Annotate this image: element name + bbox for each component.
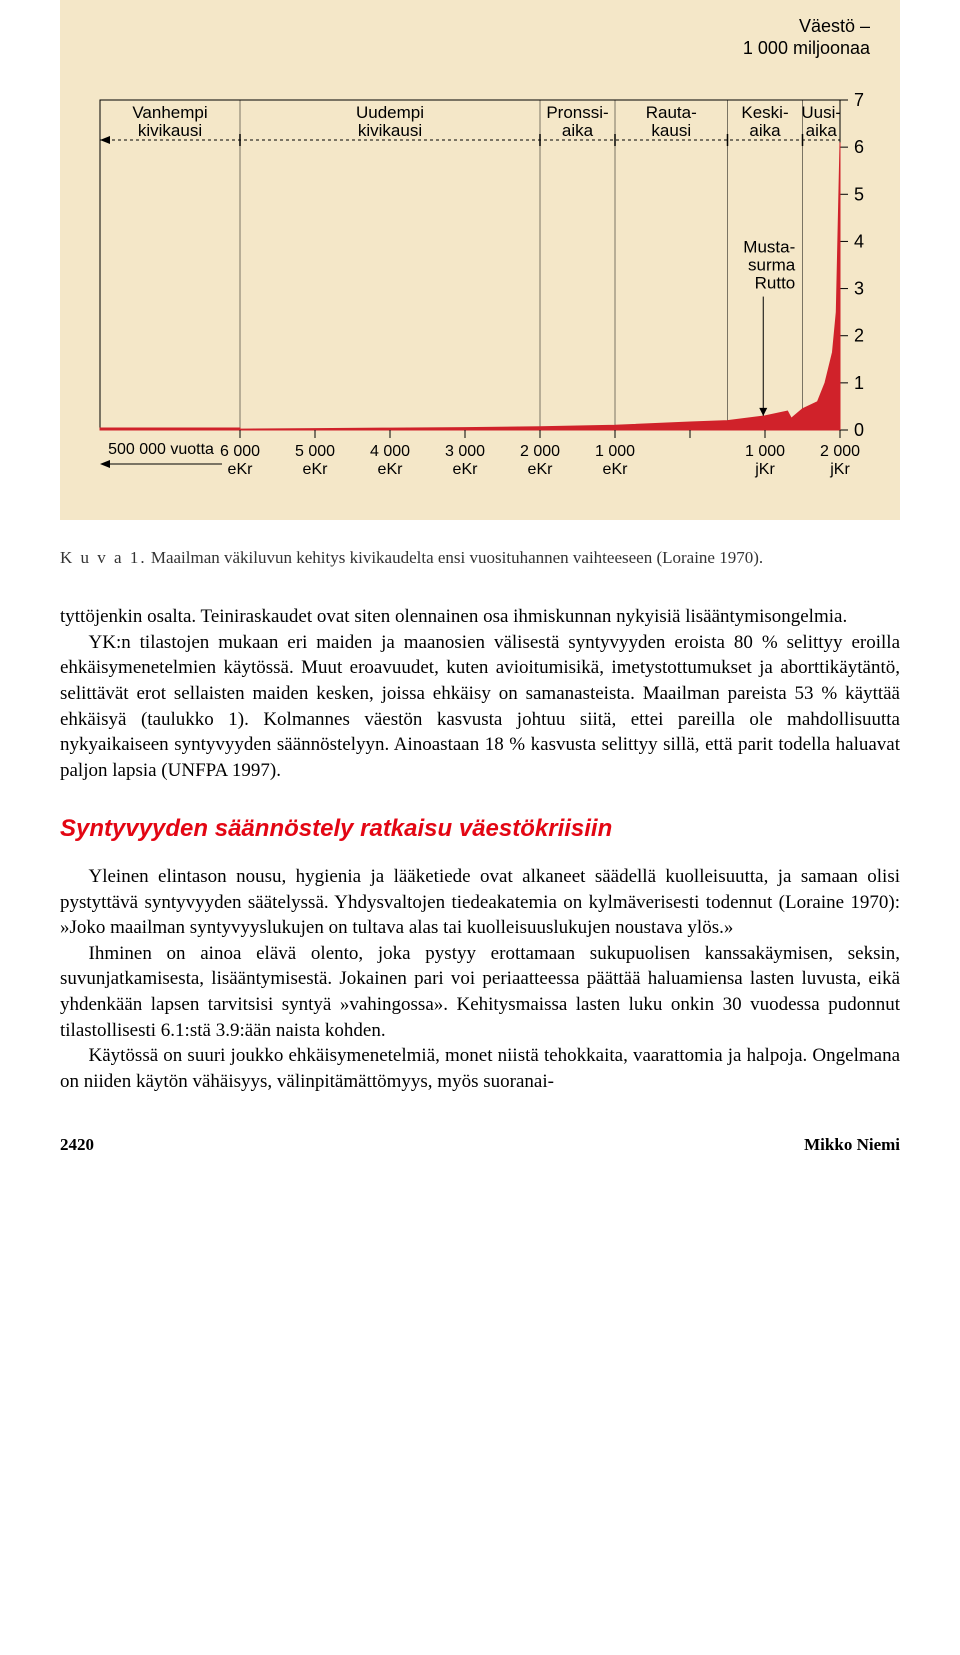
- svg-text:kausi: kausi: [651, 121, 691, 140]
- svg-text:eKr: eKr: [228, 461, 254, 478]
- population-chart: 01234567Väestö –1 000 miljoonaaVanhempik…: [60, 0, 900, 520]
- paragraph-3: Yleinen elintason nousu, hygienia ja lää…: [60, 864, 900, 941]
- page-footer: 2420 Mikko Niemi: [60, 1135, 900, 1155]
- svg-text:jKr: jKr: [829, 461, 850, 478]
- svg-text:jKr: jKr: [754, 461, 775, 478]
- paragraph-4: Ihminen on ainoa elävä olento, joka pyst…: [60, 941, 900, 1044]
- svg-text:4: 4: [854, 231, 864, 251]
- svg-text:eKr: eKr: [378, 461, 404, 478]
- svg-text:Uusi-: Uusi-: [801, 103, 841, 122]
- svg-text:2: 2: [854, 326, 864, 346]
- svg-text:1 000: 1 000: [595, 443, 635, 460]
- svg-text:eKr: eKr: [453, 461, 479, 478]
- page-number: 2420: [60, 1135, 94, 1155]
- svg-text:kivikausi: kivikausi: [138, 121, 202, 140]
- svg-text:500 000 vuotta: 500 000 vuotta: [108, 441, 214, 458]
- svg-text:2 000: 2 000: [820, 443, 860, 460]
- paragraph-1: tyttöjenkin osalta. Teiniraskaudet ovat …: [60, 604, 900, 630]
- svg-text:0: 0: [854, 420, 864, 440]
- svg-text:1: 1: [854, 373, 864, 393]
- svg-text:6: 6: [854, 137, 864, 157]
- figure-caption: K u v a 1. Maailman väkiluvun kehitys ki…: [60, 548, 900, 568]
- svg-text:aika: aika: [562, 121, 594, 140]
- figure-label: K u v a 1.: [60, 548, 147, 567]
- svg-text:Rutto: Rutto: [755, 274, 796, 293]
- svg-text:Uudempi: Uudempi: [356, 103, 424, 122]
- svg-text:Rauta-: Rauta-: [646, 103, 697, 122]
- svg-text:Väestö –: Väestö –: [799, 16, 870, 36]
- svg-text:aika: aika: [749, 121, 781, 140]
- section-heading: Syntyvyyden säännöstely ratkaisu väestök…: [60, 813, 900, 845]
- svg-text:kivikausi: kivikausi: [358, 121, 422, 140]
- figure-caption-text: Maailman väkiluvun kehitys kivikaudelta …: [151, 548, 763, 567]
- paragraph-5: Käytössä on suuri joukko ehkäisymenetelm…: [60, 1043, 900, 1094]
- svg-text:3: 3: [854, 279, 864, 299]
- svg-text:eKr: eKr: [528, 461, 554, 478]
- svg-text:5 000: 5 000: [295, 443, 335, 460]
- svg-text:Vanhempi: Vanhempi: [132, 103, 207, 122]
- svg-text:eKr: eKr: [603, 461, 629, 478]
- svg-text:surma: surma: [748, 256, 796, 275]
- svg-text:Pronssi-: Pronssi-: [546, 103, 608, 122]
- svg-text:7: 7: [854, 90, 864, 110]
- svg-text:6 000: 6 000: [220, 443, 260, 460]
- svg-text:eKr: eKr: [303, 461, 329, 478]
- svg-text:5: 5: [854, 184, 864, 204]
- svg-text:Keski-: Keski-: [741, 103, 788, 122]
- paragraph-2: YK:n tilastojen mukaan eri maiden ja maa…: [60, 630, 900, 784]
- svg-text:aika: aika: [806, 121, 838, 140]
- svg-text:3 000: 3 000: [445, 443, 485, 460]
- svg-text:1 000: 1 000: [745, 443, 785, 460]
- svg-text:Musta-: Musta-: [743, 238, 795, 257]
- svg-text:4 000: 4 000: [370, 443, 410, 460]
- svg-text:2 000: 2 000: [520, 443, 560, 460]
- svg-text:1 000 miljoonaa: 1 000 miljoonaa: [743, 38, 871, 58]
- author-name: Mikko Niemi: [804, 1135, 900, 1155]
